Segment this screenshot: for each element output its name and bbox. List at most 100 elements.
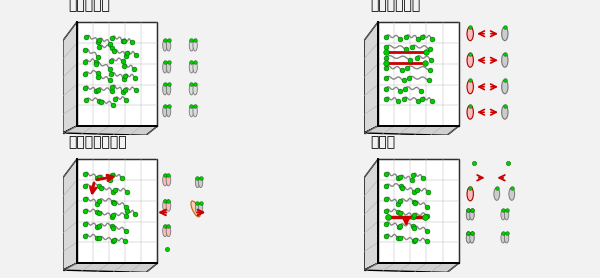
Ellipse shape [163, 200, 167, 211]
Ellipse shape [505, 233, 509, 243]
Point [394, 210, 403, 215]
Point [466, 52, 475, 56]
Point [164, 38, 173, 43]
Ellipse shape [470, 210, 474, 220]
Point [190, 82, 200, 86]
Ellipse shape [163, 174, 167, 186]
Point [196, 201, 205, 206]
Point [187, 38, 196, 43]
Point [381, 172, 391, 176]
Ellipse shape [163, 61, 167, 73]
Polygon shape [63, 159, 77, 270]
Ellipse shape [502, 80, 508, 94]
Point [467, 208, 477, 213]
Point [96, 186, 106, 191]
Point [394, 176, 403, 180]
Point [381, 45, 391, 49]
Point [117, 176, 127, 181]
Ellipse shape [466, 210, 470, 220]
Point [92, 210, 102, 215]
Point [80, 72, 89, 76]
Point [106, 58, 115, 63]
Point [395, 89, 405, 93]
Point [500, 25, 509, 30]
Point [118, 90, 127, 94]
Point [467, 231, 477, 236]
Point [160, 60, 170, 64]
Point [107, 224, 116, 229]
Point [108, 239, 118, 244]
Ellipse shape [189, 105, 194, 117]
Point [127, 40, 137, 44]
Point [160, 198, 170, 203]
Point [393, 99, 403, 103]
Point [399, 97, 409, 101]
Point [397, 186, 407, 191]
Point [500, 78, 509, 83]
Ellipse shape [466, 210, 470, 220]
Ellipse shape [193, 83, 197, 95]
Point [396, 184, 406, 189]
Point [95, 199, 104, 203]
Ellipse shape [196, 177, 200, 188]
Point [193, 176, 202, 180]
Point [108, 103, 118, 107]
Point [397, 68, 407, 72]
Point [413, 37, 423, 41]
Point [500, 104, 509, 108]
Point [383, 215, 392, 220]
Point [381, 66, 391, 70]
Point [95, 184, 104, 189]
Polygon shape [364, 263, 458, 272]
Point [105, 67, 115, 71]
Point [469, 161, 478, 165]
Point [381, 209, 391, 214]
Point [131, 53, 140, 57]
Ellipse shape [166, 83, 171, 95]
Point [107, 89, 116, 93]
Point [401, 86, 410, 91]
Point [95, 99, 104, 103]
Point [122, 51, 131, 56]
Ellipse shape [470, 210, 474, 220]
Point [92, 225, 102, 229]
Point [399, 78, 409, 83]
Point [106, 41, 115, 46]
Point [404, 76, 413, 81]
Point [424, 78, 434, 83]
Point [82, 34, 91, 39]
Point [121, 53, 131, 58]
Point [410, 199, 419, 204]
Point [107, 85, 117, 89]
Text: 均等早期分配: 均等早期分配 [370, 0, 420, 12]
Point [408, 224, 418, 229]
Point [464, 208, 473, 213]
Point [394, 235, 403, 240]
Ellipse shape [467, 80, 473, 94]
Ellipse shape [193, 105, 197, 117]
Point [503, 161, 513, 165]
Point [422, 239, 431, 244]
Ellipse shape [163, 225, 167, 237]
Point [410, 201, 420, 205]
Point [119, 76, 128, 81]
Point [413, 99, 423, 103]
Point [121, 88, 130, 92]
Ellipse shape [191, 201, 200, 217]
Point [427, 37, 437, 41]
Point [422, 205, 431, 209]
Point [416, 89, 426, 93]
Point [92, 89, 101, 94]
Point [381, 50, 391, 54]
Point [164, 82, 173, 86]
Point [160, 104, 170, 108]
Point [164, 60, 173, 64]
Ellipse shape [502, 105, 508, 119]
Ellipse shape [196, 203, 200, 213]
Point [381, 184, 391, 188]
Point [492, 186, 502, 190]
Point [94, 40, 103, 44]
Point [160, 38, 170, 43]
Point [381, 34, 391, 39]
Point [92, 235, 102, 240]
